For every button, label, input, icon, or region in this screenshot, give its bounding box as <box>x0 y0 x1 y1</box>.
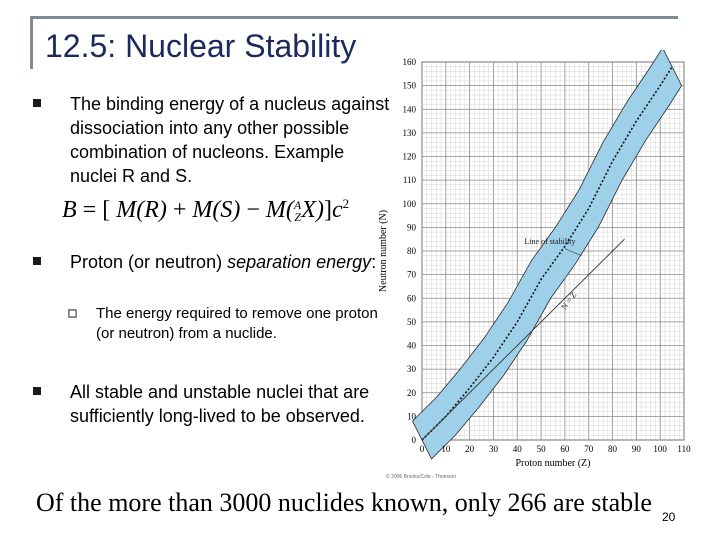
y-tick-label: 60 <box>407 293 417 303</box>
formula-power: 2 <box>342 196 350 211</box>
x-tick-label: 110 <box>677 444 691 454</box>
y-tick-label: 110 <box>403 175 417 185</box>
x-tick-label: 80 <box>608 444 618 454</box>
hollow-square-bullet-icon <box>68 309 77 318</box>
x-tick-label: 50 <box>537 444 547 454</box>
formula-atomic-number: Z <box>294 210 301 225</box>
x-tick-label: 40 <box>513 444 523 454</box>
n-equals-z-line <box>421 238 625 441</box>
bullet-text: All stable and unstable nuclei that are … <box>70 382 370 426</box>
x-axis-label: Proton number (Z) <box>516 458 591 469</box>
title-rule <box>412 16 678 19</box>
bullet-text: Proton (or neutron) <box>70 252 228 272</box>
x-tick-label: 20 <box>465 444 475 454</box>
square-bullet-icon <box>33 99 41 107</box>
y-tick-label: 80 <box>407 246 417 256</box>
y-tick-label: 20 <box>407 388 417 398</box>
x-tick-label: 70 <box>584 444 594 454</box>
x-tick-label: 90 <box>632 444 642 454</box>
x-tick-label: 100 <box>653 444 667 454</box>
y-tick-label: 0 <box>412 435 417 445</box>
bullet-emphasis: separation energy <box>227 252 372 272</box>
formula-element: X <box>301 197 316 223</box>
x-tick-label: 10 <box>441 444 451 454</box>
square-bullet-icon <box>33 387 41 395</box>
x-tick-label: 30 <box>489 444 499 454</box>
formula-lhs: B <box>62 197 77 223</box>
y-tick-label: 150 <box>403 81 417 91</box>
y-tick-label: 160 <box>403 57 417 67</box>
formula-term-r: M(R) <box>116 197 167 223</box>
bullet-separation-energy: Proton (or neutron) separation energy: <box>33 250 390 274</box>
bullet-text: The binding energy of a nucleus against … <box>70 94 390 186</box>
y-tick-label: 50 <box>407 317 417 327</box>
sub-bullet-separation-definition: The energy required to remove one proton… <box>68 304 386 344</box>
y-tick-label: 130 <box>403 128 417 138</box>
annotation-line-of-stability: Line of stability <box>524 237 575 246</box>
y-axis-label: Neutron number (N) <box>378 210 389 292</box>
y-tick-label: 100 <box>403 199 417 209</box>
y-tick-label: 140 <box>403 104 417 114</box>
y-tick-label: 70 <box>407 270 417 280</box>
stability-band <box>411 50 683 460</box>
title-frame <box>30 16 415 69</box>
footer-caption: Of the more than 3000 nuclides known, on… <box>36 488 652 517</box>
formula-mass-number: A <box>293 198 302 213</box>
square-bullet-icon <box>33 257 41 265</box>
slide-title: 12.5: Nuclear Stability <box>45 28 357 64</box>
y-tick-label: 40 <box>407 341 417 351</box>
formula-term-m: M <box>265 197 286 223</box>
copyright-note: © 2006 Brooks/Cole - Thomson <box>386 474 457 480</box>
x-tick-label: 60 <box>560 444 570 454</box>
y-tick-label: 30 <box>407 364 417 374</box>
y-tick-label: 120 <box>403 152 417 162</box>
annotation-pointer <box>564 248 582 257</box>
y-tick-label: 10 <box>407 411 417 421</box>
x-tick-label: 0 <box>420 444 425 454</box>
page-number: 20 <box>662 510 676 524</box>
bullet-binding-energy: The binding energy of a nucleus against … <box>33 92 390 188</box>
y-tick-label: 90 <box>407 222 417 232</box>
bullet-colon: : <box>371 252 377 272</box>
binding-energy-formula: B = [ M(R) + M(S) − M(A ZX)]c2 <box>62 196 350 225</box>
sub-bullet-text: The energy required to remove one proton… <box>96 305 378 342</box>
stable-nuclide-line <box>421 66 673 441</box>
bullet-nuclides: All stable and unstable nuclei that are … <box>33 380 390 428</box>
formula-term-s: M(S) <box>192 197 241 223</box>
formula-c: c <box>331 197 343 223</box>
